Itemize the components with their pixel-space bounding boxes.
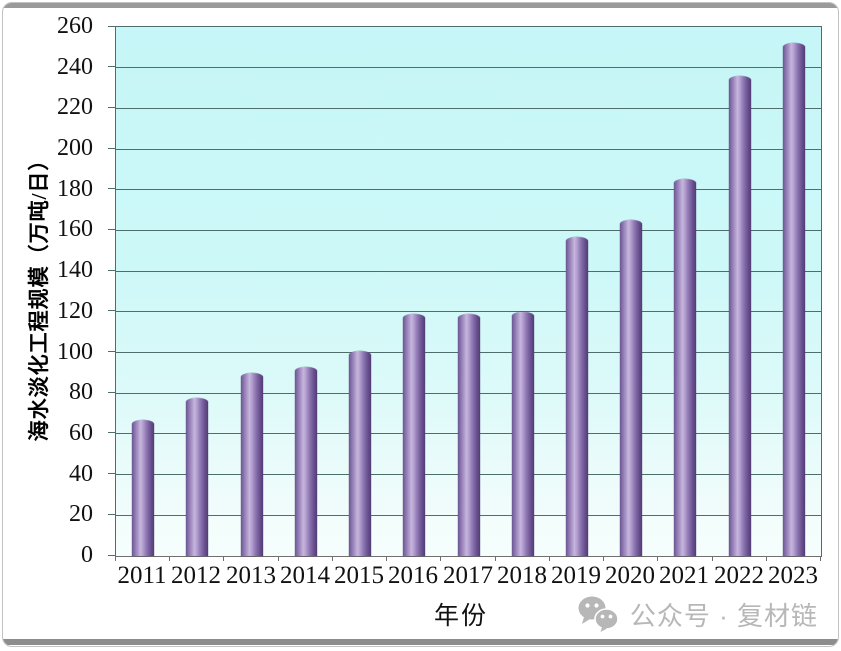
y-axis-tick	[108, 106, 115, 108]
y-axis-tick	[108, 228, 115, 230]
x-tick-label: 2021	[659, 562, 709, 589]
x-axis-tick	[440, 556, 441, 561]
y-tick-label: 160	[57, 216, 93, 243]
gridline	[116, 229, 821, 231]
x-tick-label: 2011	[117, 562, 167, 589]
x-axis-tick	[169, 556, 170, 561]
y-tick-label: 180	[57, 175, 93, 202]
y-tick-label: 100	[57, 338, 93, 365]
y-tick-label: 200	[57, 135, 93, 162]
y-tick-label: 0	[81, 542, 93, 568]
gridline	[116, 189, 821, 191]
card-bottom-edge	[3, 639, 838, 645]
bar-2020	[620, 220, 642, 556]
x-axis-tick	[115, 556, 116, 561]
y-tick-label: 240	[57, 53, 93, 80]
x-tick-label: 2018	[497, 562, 547, 589]
y-axis-tick	[108, 269, 115, 271]
card-top-edge	[3, 3, 838, 8]
y-axis-tick	[108, 66, 115, 68]
y-axis-tick	[108, 432, 115, 434]
x-axis-tick	[278, 556, 279, 561]
x-axis-tick	[332, 556, 333, 561]
bar-2021	[674, 179, 696, 556]
x-tick-label: 2022	[714, 562, 764, 589]
y-axis: 0 20 40 60 80 100 120 140 160 180 200 220 240 260	[3, 13, 115, 568]
x-axis-tick	[495, 556, 496, 561]
x-tick-label: 2014	[280, 562, 330, 589]
x-tick-label: 2016	[388, 562, 438, 589]
y-axis-tick	[108, 391, 115, 393]
x-tick-label: 2020	[605, 562, 655, 589]
bar-2019	[566, 237, 588, 556]
gridline	[116, 148, 821, 150]
y-tick-label: 260	[57, 13, 93, 39]
y-tick-label: 120	[57, 297, 93, 324]
bar-2018	[512, 312, 534, 556]
gridline	[116, 311, 821, 313]
y-axis-title: 海水淡化工程规模（万吨/日）	[27, 148, 51, 442]
watermark: 公众号 · 复材链	[576, 593, 818, 635]
y-axis-tick	[108, 554, 115, 556]
x-axis-tick	[657, 556, 658, 561]
x-axis-tick	[549, 556, 550, 561]
y-tick-label: 40	[69, 460, 93, 487]
bar-2012	[186, 398, 208, 556]
bar-2022	[729, 76, 751, 556]
x-axis-tick	[712, 556, 713, 561]
x-axis-tick	[603, 556, 604, 561]
y-tick-label: 60	[69, 419, 93, 446]
bar-2011	[132, 420, 154, 556]
x-tick-label: 2017	[443, 562, 493, 589]
x-tick-label: 2019	[551, 562, 601, 589]
x-axis-tick	[223, 556, 224, 561]
bar-2015	[349, 351, 371, 556]
bar-2016	[403, 314, 425, 556]
y-axis-tick	[108, 473, 115, 475]
y-axis-tick	[108, 25, 115, 27]
y-tick-label: 140	[57, 257, 93, 284]
bar-2013	[241, 373, 263, 556]
watermark-text: 公众号 · 复材链	[629, 600, 818, 631]
bar-2014	[295, 367, 317, 556]
y-axis-tick	[108, 513, 115, 515]
x-axis-tick	[386, 556, 387, 561]
x-axis-title: 年份	[433, 603, 488, 630]
x-tick-label: 2015	[334, 562, 384, 589]
y-axis-tick	[108, 188, 115, 190]
x-tick-label: 2013	[226, 562, 276, 589]
x-axis-tick	[766, 556, 767, 561]
y-tick-label: 80	[69, 379, 93, 406]
y-axis-tick	[108, 310, 115, 312]
y-tick-label: 20	[69, 501, 93, 528]
bar-2023	[783, 43, 805, 556]
gridline	[116, 107, 821, 109]
y-tick-label: 220	[57, 94, 93, 121]
x-tick-label: 2012	[171, 562, 221, 589]
plot-area	[115, 26, 822, 557]
y-axis-tick	[108, 147, 115, 149]
x-tick-label: 2023	[768, 562, 818, 589]
bar-2017	[458, 314, 480, 556]
gridline	[116, 67, 821, 69]
y-axis-tick	[108, 351, 115, 353]
wechat-icon	[578, 596, 619, 632]
gridline	[116, 270, 821, 272]
x-axis-tick	[820, 556, 821, 561]
